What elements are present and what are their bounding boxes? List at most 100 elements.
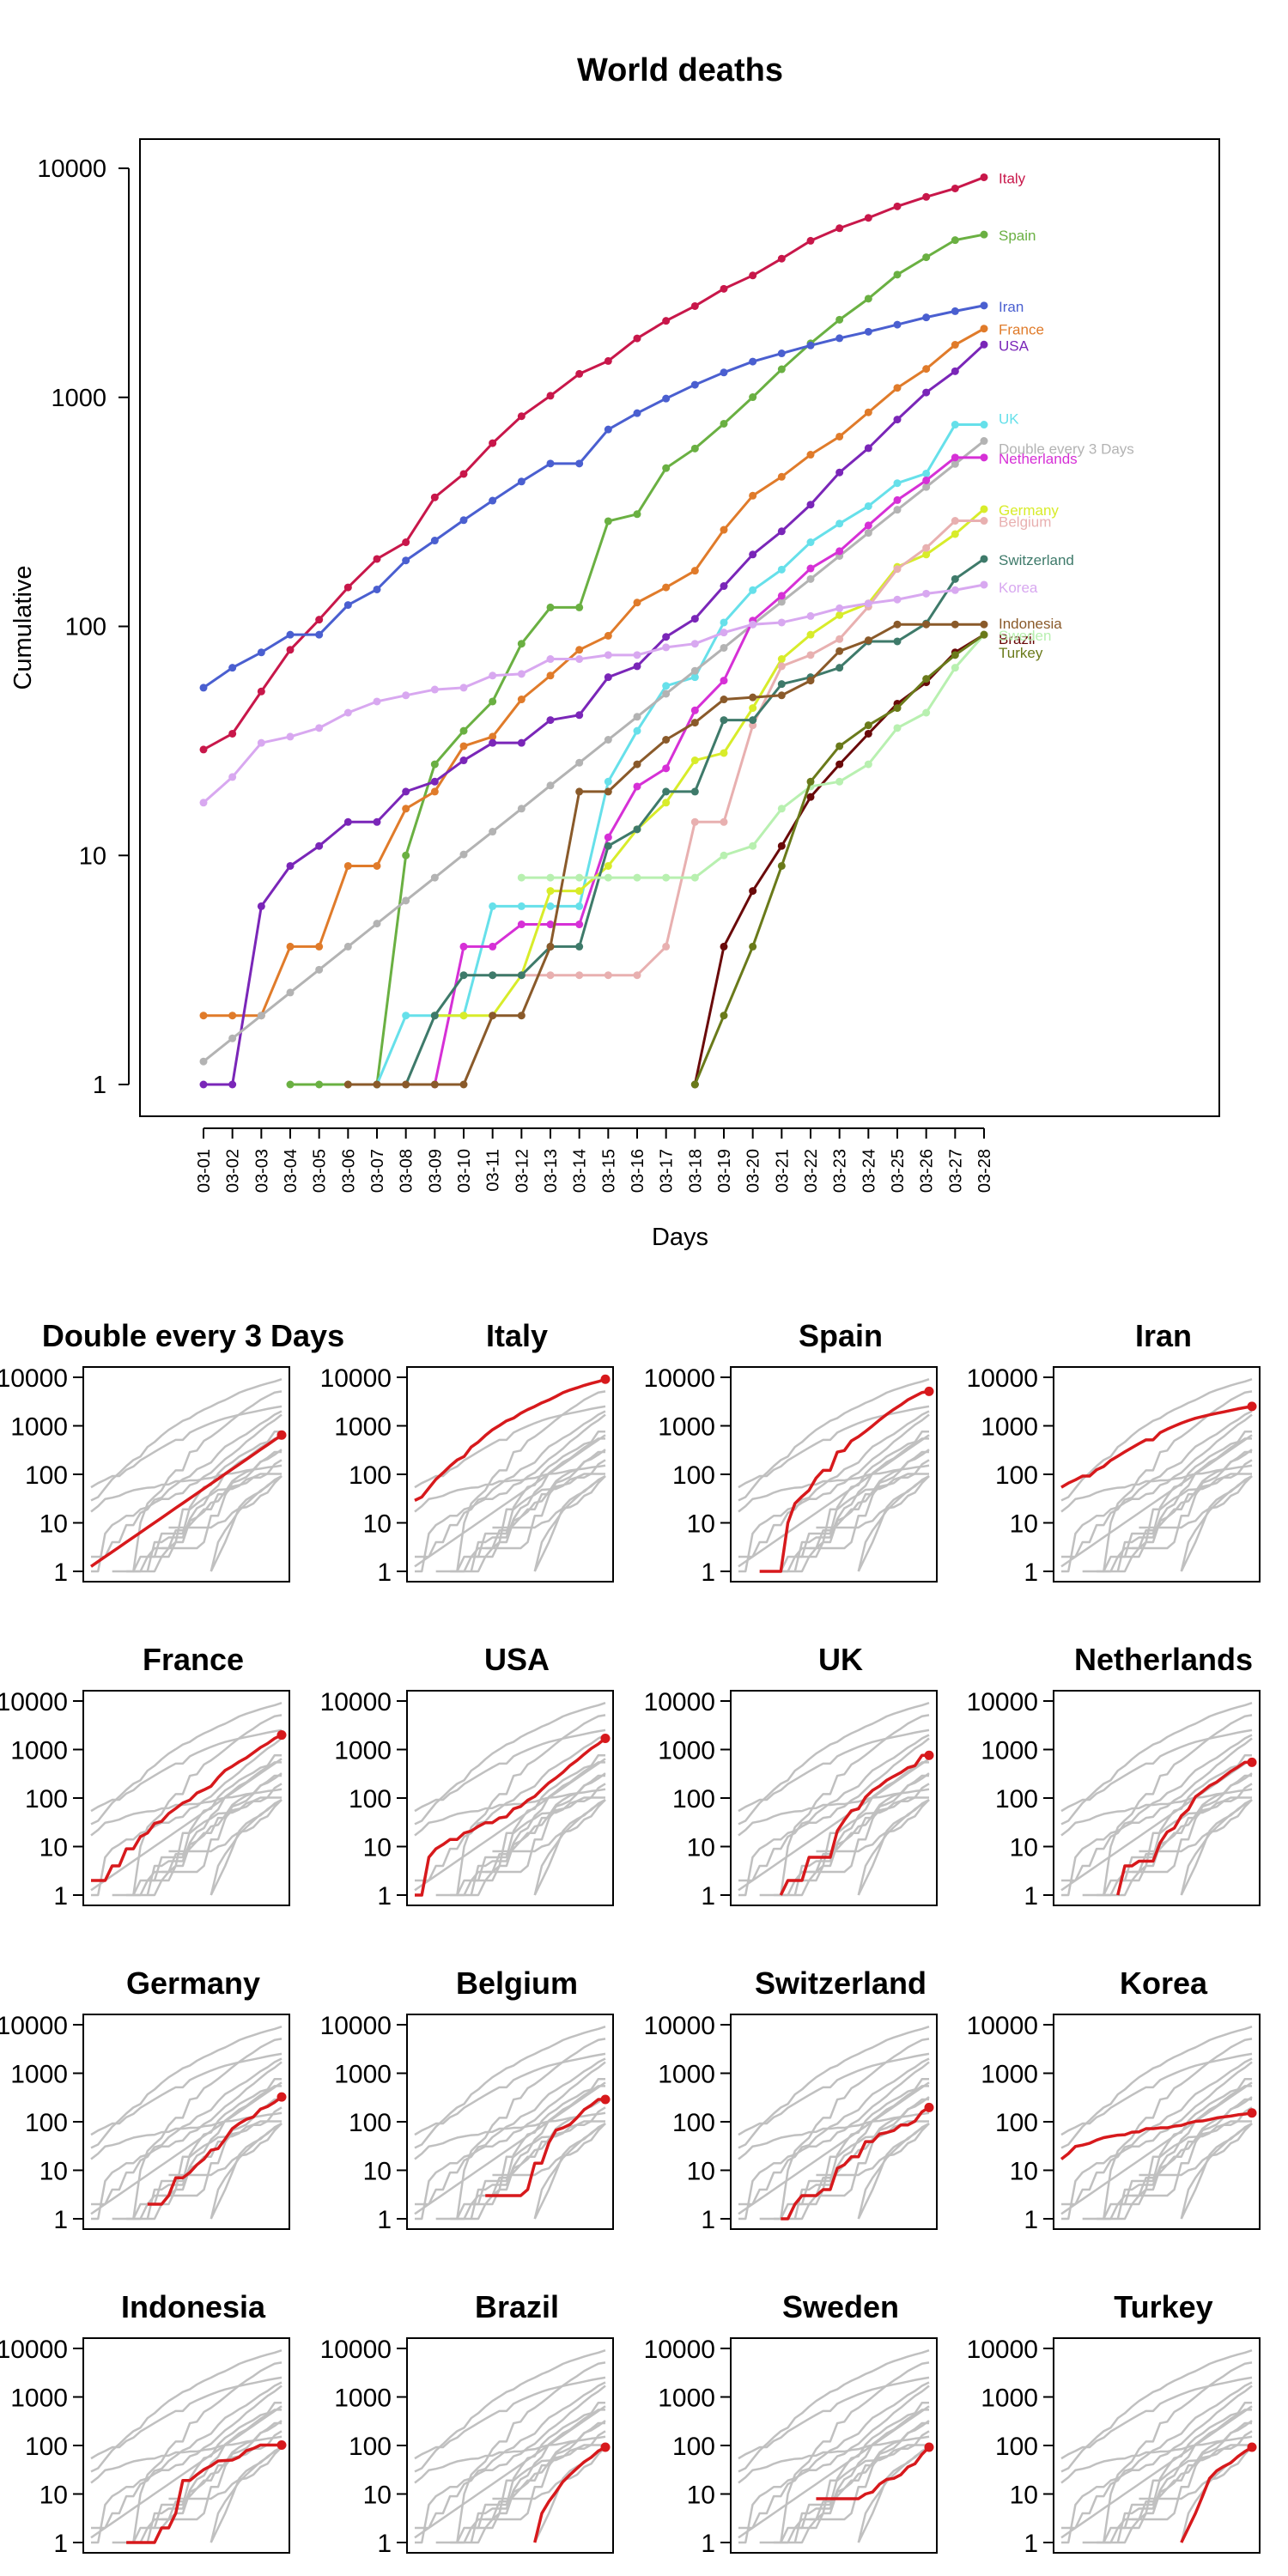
y-tick-label: 10: [39, 2482, 68, 2510]
data-point: [286, 861, 295, 870]
series-indonesia: [343, 620, 988, 1089]
highlight-end-point: [1247, 2442, 1257, 2452]
background-line: [90, 2349, 283, 2473]
background-line: [533, 1474, 606, 1572]
data-point: [777, 662, 786, 671]
data-point: [662, 583, 671, 592]
y-tick-label: 10000: [0, 2336, 68, 2364]
data-point: [517, 670, 526, 678]
y-tick-label: 100: [25, 1461, 68, 1490]
background-line: [414, 2376, 606, 2460]
background-line: [857, 1798, 930, 1896]
background-line: [492, 1799, 606, 1853]
highlight-end-point: [600, 1733, 611, 1743]
data-point: [315, 1080, 324, 1089]
series-iran: [199, 301, 988, 692]
y-tick-label: 100: [349, 2433, 392, 2461]
data-point: [980, 620, 988, 629]
data-point: [199, 683, 208, 692]
y-axis: 1 10 100 1000 10000: [37, 155, 130, 1099]
background-line: [1132, 1774, 1252, 1874]
data-point: [546, 392, 555, 400]
data-point: [893, 495, 902, 504]
data-point: [893, 479, 902, 488]
data-point: [893, 384, 902, 392]
data-point: [893, 202, 902, 210]
panel-title: Switzerland: [755, 1965, 927, 2001]
data-point: [922, 544, 931, 552]
x-tick-label: 03-01: [195, 1149, 214, 1193]
data-point: [690, 380, 699, 389]
highlight-line: [781, 2105, 930, 2221]
y-tick-label: 10000: [0, 1364, 68, 1393]
y-tick-label: 10000: [967, 2012, 1038, 2040]
y-tick-label: 1000: [658, 2385, 715, 2413]
background-line: [450, 2444, 605, 2544]
y-tick-label: 1000: [981, 2061, 1038, 2089]
background-line: [415, 2061, 606, 2221]
background-line: [1097, 2120, 1252, 2221]
series-spain: [286, 230, 988, 1089]
data-point: [546, 873, 555, 882]
x-tick-label: 03-09: [426, 1149, 445, 1193]
data-point: [980, 580, 988, 589]
data-point: [980, 421, 988, 429]
background-line: [1139, 2446, 1253, 2500]
data-point: [806, 574, 815, 583]
data-point: [720, 942, 728, 951]
x-tick-label: 03-20: [744, 1149, 763, 1193]
data-point: [835, 519, 844, 528]
data-point: [546, 971, 555, 980]
data-point: [575, 603, 584, 611]
highlight-end-point: [924, 2102, 934, 2112]
data-point: [690, 673, 699, 682]
highlight-line: [779, 1753, 929, 1896]
background-line: [112, 1390, 283, 1573]
data-point: [604, 833, 612, 841]
background-line: [1082, 2038, 1253, 2221]
series-line: [290, 233, 985, 1086]
background-line: [161, 1450, 282, 1550]
background-line: [414, 1788, 606, 1837]
data-point: [373, 861, 381, 870]
data-point: [604, 861, 612, 870]
background-line: [90, 1405, 283, 1489]
data-point: [343, 861, 352, 870]
panel-title: Netherlands: [1074, 1642, 1253, 1677]
background-line: [738, 2349, 930, 2473]
background-line: [414, 1464, 606, 1513]
background-line: [1060, 1434, 1253, 1568]
data-point: [575, 655, 584, 664]
background-line: [457, 2430, 606, 2544]
data-point: [546, 942, 555, 951]
chart-title: World deaths: [577, 52, 783, 88]
panel-lines: [90, 2349, 287, 2544]
data-point: [633, 726, 641, 735]
data-point: [633, 782, 641, 791]
data-point: [864, 599, 872, 608]
y-tick-label: 1: [93, 1072, 106, 1099]
data-point: [893, 416, 902, 424]
background-line: [414, 2435, 606, 2484]
background-line: [90, 2052, 283, 2136]
background-line: [414, 2405, 606, 2539]
data-point: [489, 1012, 497, 1020]
y-tick-label: 10000: [644, 2336, 715, 2364]
data-point: [749, 704, 757, 713]
panel-title: Indonesia: [121, 2289, 266, 2324]
data-point: [893, 565, 902, 574]
series-label: Double every 3 Days: [999, 441, 1134, 458]
data-point: [575, 646, 584, 654]
panel-lines: [414, 1702, 611, 1897]
series-label: Indonesia: [999, 616, 1062, 632]
background-line: [414, 1728, 606, 1813]
background-line: [738, 2081, 930, 2215]
data-point: [893, 637, 902, 646]
data-point: [864, 636, 872, 645]
y-tick-label: 1000: [51, 385, 106, 412]
data-point: [720, 817, 728, 826]
x-tick-label: 03-03: [252, 1149, 271, 1193]
data-point: [402, 805, 410, 813]
data-point: [459, 756, 468, 765]
y-tick-label: 100: [65, 614, 106, 641]
